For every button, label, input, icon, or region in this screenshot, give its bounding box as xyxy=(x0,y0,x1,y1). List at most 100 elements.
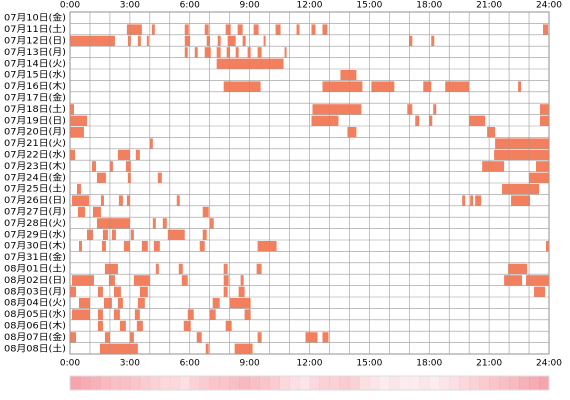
row-label: 07月12日(日) xyxy=(4,36,66,47)
density-cell xyxy=(269,376,280,390)
activity-segment xyxy=(123,241,130,252)
activity-segment xyxy=(296,24,300,35)
activity-segment xyxy=(111,229,116,240)
density-cell xyxy=(409,376,420,390)
row-label: 07月13日(月) xyxy=(4,47,66,58)
activity-segment xyxy=(257,241,277,252)
activity-segment xyxy=(216,47,221,58)
density-cell xyxy=(199,376,211,390)
activity-segment xyxy=(117,298,123,309)
activity-segment xyxy=(118,195,123,206)
row-label: 07月14日(火) xyxy=(4,58,66,69)
activity-segment xyxy=(149,138,153,149)
activity-segment xyxy=(511,195,531,206)
row-label: 07月17日(金) xyxy=(4,92,66,104)
activity-segment xyxy=(263,35,266,47)
density-cell xyxy=(459,376,470,390)
activity-segment xyxy=(502,184,540,195)
activity-segment xyxy=(184,47,188,58)
density-cell xyxy=(539,376,550,390)
row-label: 08月05日(水) xyxy=(4,308,66,320)
activity-segment xyxy=(146,35,149,47)
activity-segment xyxy=(70,127,84,138)
density-cell xyxy=(249,376,260,390)
density-cell xyxy=(469,376,480,390)
density-cell xyxy=(149,376,161,390)
row-label: 07月22日(水) xyxy=(4,149,66,161)
activity-segment xyxy=(433,104,437,115)
activity-segment xyxy=(475,195,482,206)
activity-segment xyxy=(162,218,167,229)
activity-segment xyxy=(202,206,209,218)
row-label: 07月15日(水) xyxy=(4,69,66,81)
activity-segment xyxy=(431,35,435,47)
activity-segment xyxy=(137,298,145,309)
x-tick-label: 12:00 xyxy=(297,359,323,369)
activity-segment xyxy=(183,320,191,332)
activity-segment xyxy=(187,309,194,320)
activity-segment xyxy=(235,47,239,58)
activity-segment xyxy=(71,309,90,320)
density-cell xyxy=(89,376,101,390)
row-label: 07月29日(水) xyxy=(4,228,66,240)
activity-segment xyxy=(178,263,183,275)
activity-segment xyxy=(546,241,549,252)
activity-segment xyxy=(181,275,188,286)
activity-segment xyxy=(494,149,549,161)
density-cell xyxy=(279,376,290,390)
activity-segment xyxy=(127,172,131,183)
density-frame xyxy=(69,375,550,391)
density-cell xyxy=(70,376,81,390)
activity-segment xyxy=(77,206,85,218)
activity-segment xyxy=(70,104,74,115)
density-cell xyxy=(129,376,141,390)
activity-segment xyxy=(70,35,115,47)
activity-segment xyxy=(96,218,130,229)
x-tick-label: 3:00 xyxy=(120,1,140,11)
row-label: 07月24日(金) xyxy=(4,171,66,183)
activity-segment xyxy=(119,320,126,332)
density-cell xyxy=(389,376,400,390)
x-tick-label: 9:00 xyxy=(240,359,260,369)
density-cell xyxy=(219,376,230,390)
activity-segment xyxy=(136,320,143,332)
activity-segment xyxy=(108,275,115,286)
activity-segment xyxy=(244,309,251,320)
row-label: 07月18日(土) xyxy=(4,103,66,115)
activity-segment xyxy=(536,161,549,172)
row-label: 08月07日(金) xyxy=(4,331,66,343)
activity-segment xyxy=(139,286,148,297)
activity-segment xyxy=(275,24,281,35)
activity-segment xyxy=(534,286,546,297)
activity-segment xyxy=(223,263,228,275)
row-label: 07月26日(日) xyxy=(4,195,66,206)
row-label: 07月25日(土) xyxy=(4,183,66,195)
activity-segment xyxy=(223,275,229,286)
activity-segment xyxy=(209,218,214,229)
activity-segment xyxy=(223,81,261,92)
activity-segment xyxy=(237,24,243,35)
activity-segment xyxy=(184,24,189,35)
density-cell xyxy=(299,376,310,390)
activity-segment xyxy=(242,35,246,47)
activity-segment xyxy=(409,35,413,47)
activity-segment xyxy=(540,115,549,126)
row-label: 08月04日(火) xyxy=(4,298,66,309)
activity-segment xyxy=(92,206,101,218)
x-tick-label: 6:00 xyxy=(180,1,200,11)
activity-segment xyxy=(71,275,94,286)
activity-segment xyxy=(347,127,357,138)
activity-segment xyxy=(126,195,130,206)
activity-segment xyxy=(130,229,134,240)
density-cell xyxy=(379,376,390,390)
x-tick-label: 9:00 xyxy=(240,1,260,11)
density-cell xyxy=(179,376,191,390)
activity-segment xyxy=(176,195,180,206)
activity-segment xyxy=(199,241,205,252)
activity-segment xyxy=(97,309,103,320)
activity-segment xyxy=(543,24,549,35)
density-cell xyxy=(99,376,111,390)
density-cell xyxy=(169,376,181,390)
activity-segment xyxy=(196,332,202,343)
x-tick-label: 21:00 xyxy=(476,359,502,369)
